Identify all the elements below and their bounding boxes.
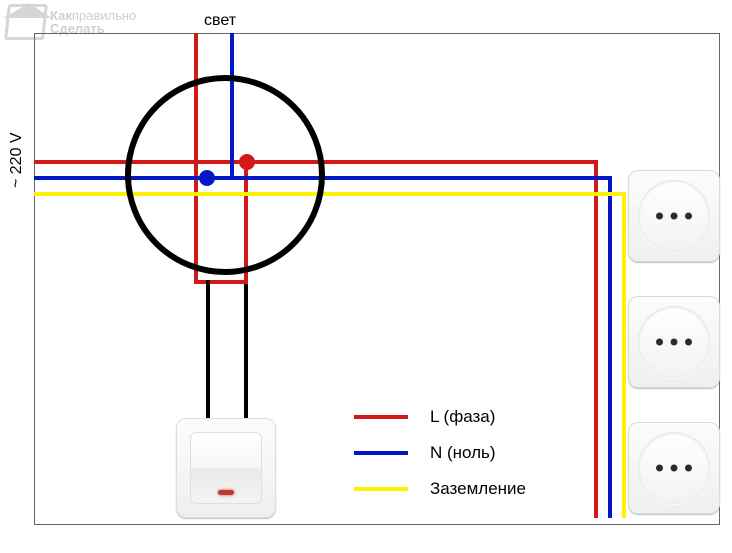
legend-label: Заземление <box>430 479 526 499</box>
junction-dot-phase <box>239 154 255 170</box>
wire-9 <box>622 192 626 518</box>
legend-row-1: N (ноль) <box>354 438 526 468</box>
legend-swatch <box>354 487 408 491</box>
legend-label: L (фаза) <box>430 407 495 427</box>
junction-dot-neutral <box>199 170 215 186</box>
outlet-3 <box>628 422 720 514</box>
wire-3 <box>194 280 244 284</box>
light-label: свет <box>204 12 236 30</box>
outlet-2 <box>628 296 720 388</box>
legend-row-2: Заземление <box>354 474 526 504</box>
wire-1 <box>594 160 598 518</box>
wire-10 <box>206 280 210 418</box>
legend-row-0: L (фаза) <box>354 402 526 432</box>
outlet-1 <box>628 170 720 262</box>
wire-11 <box>244 284 248 418</box>
supply-label: ~ 220 V <box>8 132 26 188</box>
legend-label: N (ноль) <box>430 443 496 463</box>
legend-swatch <box>354 451 408 455</box>
legend-swatch <box>354 415 408 419</box>
wire-8 <box>34 192 622 196</box>
light-switch <box>176 418 276 518</box>
legend: L (фаза) N (ноль) Заземление <box>354 402 526 510</box>
junction-box <box>125 75 325 275</box>
wire-6 <box>608 176 612 518</box>
